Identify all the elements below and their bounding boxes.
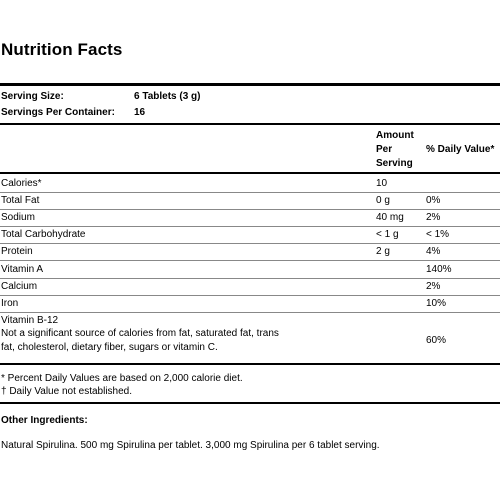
other-ingredients-rule: [0, 402, 500, 404]
nutrient-name: Total Carbohydrate: [1, 229, 86, 240]
nutrient-daily-value: 2%: [426, 212, 441, 223]
row-divider: [0, 243, 500, 244]
nutrient-daily-value: 4%: [426, 246, 441, 257]
row-divider: [0, 209, 500, 210]
amount-header-line2: Per: [376, 144, 393, 155]
page-title: Nutrition Facts: [1, 40, 123, 59]
row-divider: [0, 278, 500, 279]
nutrient-amount: < 1 g: [376, 229, 399, 240]
amount-header-line3: Serving: [376, 158, 413, 169]
nutrient-amount: 0 g: [376, 195, 390, 206]
nutrient-daily-value: < 1%: [426, 229, 450, 240]
other-ingredients-text: Natural Spirulina. 500 mg Spirulina per …: [1, 440, 380, 451]
footnote-rule: [0, 363, 500, 365]
nutrient-name: Sodium: [1, 212, 35, 223]
top-thick-rule: [0, 83, 500, 86]
row-divider: [0, 295, 500, 296]
row-divider: [0, 226, 500, 227]
nutrient-amount: 40 mg: [376, 212, 404, 223]
nutrient-name: Protein: [1, 246, 33, 257]
row-divider: [0, 260, 500, 261]
servings-per-container-label: Servings Per Container:: [1, 107, 115, 118]
nutrient-name: Vitamin A: [1, 264, 44, 275]
footnote-daily-values: * Percent Daily Values are based on 2,00…: [1, 373, 243, 384]
nutrient-name: Total Fat: [1, 195, 40, 206]
amount-header-line1: Amount: [376, 130, 414, 141]
nutrient-name: Vitamin B-12: [1, 315, 59, 326]
nutrient-name: Calories*: [1, 178, 42, 189]
row-divider: [0, 312, 500, 313]
serving-size-value: 6 Tablets (3 g): [134, 91, 201, 102]
header-rule: [0, 123, 500, 125]
daily-value-header: % Daily Value*: [426, 144, 495, 155]
footnote-not-established: † Daily Value not established.: [1, 386, 133, 397]
nutrient-note-line1: Not a significant source of calories fro…: [1, 328, 279, 339]
nutrient-name: Calcium: [1, 281, 38, 292]
nutrient-daily-value: 60%: [426, 335, 447, 346]
nutrient-daily-value: 140%: [426, 264, 452, 275]
nutrient-note-line2: fat, cholesterol, dietary fiber, sugars …: [1, 342, 218, 353]
other-ingredients-heading: Other Ingredients:: [1, 415, 88, 426]
nutrient-daily-value: 10%: [426, 298, 447, 309]
serving-size-label: Serving Size:: [1, 91, 64, 102]
nutrient-amount: 10: [376, 178, 388, 189]
nutrient-daily-value: 2%: [426, 281, 441, 292]
servings-per-container-value: 16: [134, 107, 146, 118]
nutrient-name: Iron: [1, 298, 19, 309]
columns-rule: [0, 172, 500, 174]
nutrient-amount: 2 g: [376, 246, 390, 257]
nutrient-daily-value: 0%: [426, 195, 441, 206]
row-divider: [0, 192, 500, 193]
